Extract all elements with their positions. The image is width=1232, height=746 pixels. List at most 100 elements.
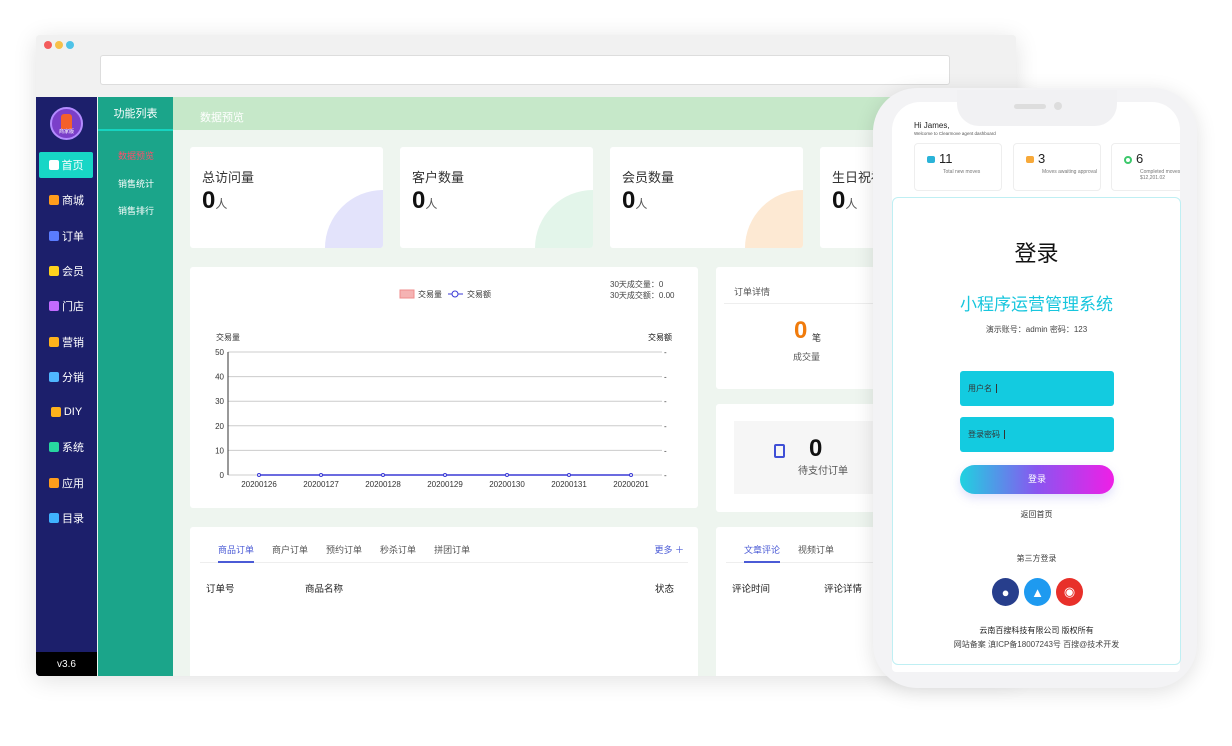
wrench-icon (50, 407, 61, 418)
sidebar-item-label: DIY (63, 406, 83, 419)
legend-line-marker (451, 290, 459, 298)
y-tick-label: 40 (215, 373, 224, 382)
order-label: 成交量 (793, 352, 821, 362)
line-point (629, 473, 633, 477)
new-moves-label: Total new moves (943, 169, 981, 175)
submenu-item-overview[interactable]: 数据预览 (118, 151, 155, 161)
username-input[interactable]: 用户名 (960, 371, 1114, 406)
login-button[interactable]: 登录 (960, 465, 1114, 494)
sidebar-item-label: 订单 (62, 230, 84, 243)
sidebar-item-label: 分销 (62, 371, 84, 384)
sidebar-item-8[interactable]: 系统 (36, 434, 97, 460)
address-bar[interactable] (100, 55, 950, 85)
column-order-no: 订单号 (206, 584, 235, 595)
y-axis-label: 交易量 (216, 332, 240, 342)
share-icon (49, 371, 59, 382)
password-input[interactable]: 登录密码 (960, 417, 1114, 452)
sidebar-item-6[interactable]: 分销 (36, 364, 97, 390)
minimize-dot[interactable] (55, 41, 63, 49)
sidebar-item-9[interactable]: 应用 (36, 470, 97, 496)
y2-tick-mark: - (664, 446, 667, 455)
greeting: Hi James, (914, 121, 950, 130)
tab-3[interactable]: 秒杀订单 (380, 545, 417, 555)
sidebar-item-10[interactable]: 目录 (36, 505, 97, 531)
tab-1[interactable]: 视频订单 (798, 545, 835, 555)
completed-label: Completed moves worth $12,201.02 (1140, 169, 1180, 181)
tab-4[interactable]: 拼团订单 (434, 545, 471, 555)
tab-1[interactable]: 商户订单 (272, 545, 309, 555)
awaiting-value: 3 (1038, 151, 1046, 166)
line-point (381, 473, 385, 477)
person-icon (61, 114, 72, 129)
store-icon (49, 301, 59, 312)
legend-bar-swatch (399, 289, 415, 299)
tab-0[interactable]: 文章评论 (744, 543, 781, 563)
submenu-item-sales-stats[interactable]: 销售统计 (118, 179, 155, 189)
stat-card: 客户数量 0人 (400, 147, 593, 248)
shield-icon (49, 442, 59, 453)
weibo-icon[interactable]: ◉ (1056, 578, 1083, 606)
stat-unit: 人 (845, 197, 858, 211)
x-tick-label: 20200201 (613, 480, 649, 489)
stat-unit: 人 (635, 197, 648, 211)
more-link[interactable]: 更多 ＋ (654, 545, 684, 555)
order-tabs: 商品订单 商户订单 预约订单 秒杀订单 拼团订单 (200, 527, 688, 563)
comment-tabs: 文章评论 视频订单 (726, 527, 886, 563)
grid-icon (49, 477, 59, 488)
sidebar-item-label: 会员 (62, 265, 84, 278)
clipboard-icon (774, 444, 785, 458)
coins-icon (49, 336, 59, 347)
avatar-label: 商家版 (58, 129, 74, 135)
qq-icon[interactable]: ▲ (1024, 578, 1051, 606)
third-party-label: 第三方登录 (1016, 554, 1057, 563)
close-dot[interactable] (44, 41, 52, 49)
tab-2[interactable]: 预约订单 (326, 545, 363, 555)
submenu-title: 功能列表 (98, 97, 173, 131)
sidebar-item-4[interactable]: 门店 (36, 293, 97, 319)
demo-account: 演示账号：admin 密码：123 (985, 325, 1088, 334)
sidebar-item-1[interactable]: 商城 (36, 187, 97, 213)
sidebar-item-3[interactable]: 会员 (36, 258, 97, 284)
browser-toolbar (36, 35, 1016, 97)
system-name: 小程序运营管理系统 (960, 295, 1113, 314)
sidebar-item-label: 首页 (61, 160, 84, 172)
maximize-dot[interactable] (66, 41, 74, 49)
stat-title: 客户数量 (412, 170, 465, 185)
stat-unit: 人 (425, 197, 438, 211)
pending-count: 0 (809, 435, 823, 462)
column-status: 状态 (655, 584, 675, 595)
back-home-link[interactable]: 返回首页 (1020, 510, 1053, 519)
order-detail-card: 订单详情 0 笔 成交量 (716, 267, 896, 389)
sidebar-item-0[interactable]: 首页 (39, 152, 93, 178)
awaiting-label: Moves awaiting approval (1042, 169, 1098, 175)
wechat-icon[interactable]: ● (992, 578, 1019, 606)
line-point (505, 473, 509, 477)
order-unit: 笔 (812, 333, 822, 343)
stat-decor-icon (535, 190, 593, 248)
submenu-item-sales-rank[interactable]: 销售排行 (118, 206, 155, 216)
x-tick-label: 20200128 (365, 480, 401, 489)
sidebar-item-label: 营销 (62, 336, 84, 349)
pending-card: 0 待支付订单 (716, 404, 896, 512)
bag-icon (49, 230, 59, 241)
line-point (319, 473, 323, 477)
avatar[interactable]: 商家版 (50, 107, 83, 140)
sidebar-item-label: 商城 (62, 195, 84, 208)
sidebar-item-7[interactable]: DIY (36, 399, 97, 425)
y-tick-label: 30 (215, 397, 224, 406)
pending-label: 待支付订单 (798, 466, 848, 477)
sidebar-item-5[interactable]: 营销 (36, 329, 97, 355)
column-product-name: 商品名称 (305, 584, 344, 595)
sidebar-item-2[interactable]: 订单 (36, 223, 97, 249)
x-tick-label: 20200127 (303, 480, 339, 489)
sidebar-item-label: 系统 (62, 442, 84, 455)
y-tick-label: 10 (215, 446, 224, 455)
y2-tick-mark: - (664, 471, 667, 480)
stat-value: 0 (622, 187, 636, 214)
comments-card: 文章评论 视频订单 评论时间 评论详情 (716, 527, 896, 676)
summary-text: 30天成交量：0 (610, 279, 664, 289)
x-tick-label: 20200131 (551, 480, 587, 489)
tab-0[interactable]: 商品订单 (218, 543, 255, 563)
y2-tick-mark: - (664, 397, 667, 406)
stat-title: 生日祝福 (832, 170, 885, 185)
